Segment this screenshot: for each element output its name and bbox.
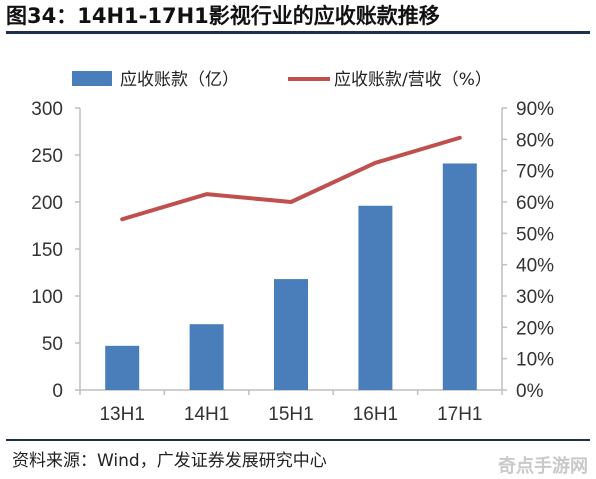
bar (442, 163, 477, 390)
chart-title: 图34：14H1-17H1影视行业的应收账款推移 (6, 4, 440, 28)
series-line (120, 135, 462, 222)
x-tick-label: 16H1 (353, 404, 398, 425)
y-right-tick-label: 90% (516, 99, 554, 120)
bar (189, 324, 224, 390)
title-rule (6, 31, 590, 34)
legend-bar-label: 应收账款（亿） (120, 70, 239, 90)
y-right-tick-label: 60% (516, 193, 554, 214)
x-tick-label: 14H1 (184, 404, 229, 425)
line-point (289, 200, 293, 204)
line-series (120, 135, 462, 222)
watermark: 奇点手游网 (498, 456, 588, 477)
y-right-tick-label: 10% (516, 350, 554, 371)
x-tick-label: 15H1 (268, 404, 313, 425)
y-right-tick-label: 50% (516, 224, 554, 245)
y-right-tick-label: 70% (516, 162, 554, 183)
y-left-tick-label: 0 (52, 381, 63, 402)
x-tick-label: 13H1 (99, 404, 144, 425)
line-point (458, 136, 462, 140)
y-left-tick-label: 250 (31, 146, 63, 167)
line-point (205, 192, 209, 196)
legend-bar-swatch (72, 71, 112, 86)
y-right-tick-label: 20% (516, 318, 554, 339)
y-right-tick-label: 80% (516, 130, 554, 151)
y-right-tick-label: 0% (516, 381, 544, 402)
legend: 应收账款（亿） 应收账款/营收（%） (72, 70, 492, 90)
chart-area: 应收账款（亿） 应收账款/营收（%） 0 50 100 150 200 250 300 0% 1… (31, 70, 554, 425)
bar (358, 205, 393, 390)
axes: 0 50 100 150 200 250 300 0% 10% 20% 30% 40% 50% 60% 70… (31, 99, 554, 425)
x-tick-label: 17H1 (437, 404, 482, 425)
bar-series (105, 163, 477, 390)
line-point (373, 161, 377, 165)
y-left-tick-label: 50 (42, 334, 63, 355)
source-note: 资料来源：Wind，广发证券发展研究中心 (12, 451, 327, 471)
y-left-tick-label: 100 (31, 287, 63, 308)
y-right-tick-label: 40% (516, 256, 554, 277)
line-point (120, 217, 124, 221)
y-left-tick-label: 150 (31, 240, 63, 261)
footer-rule (6, 439, 590, 441)
y-left-tick-label: 200 (31, 193, 63, 214)
legend-line-label: 应收账款/营收（%） (334, 70, 492, 90)
y-left-tick-label: 300 (31, 99, 63, 120)
bar (274, 279, 308, 390)
y-right-tick-label: 30% (516, 287, 554, 308)
bar (105, 345, 140, 390)
